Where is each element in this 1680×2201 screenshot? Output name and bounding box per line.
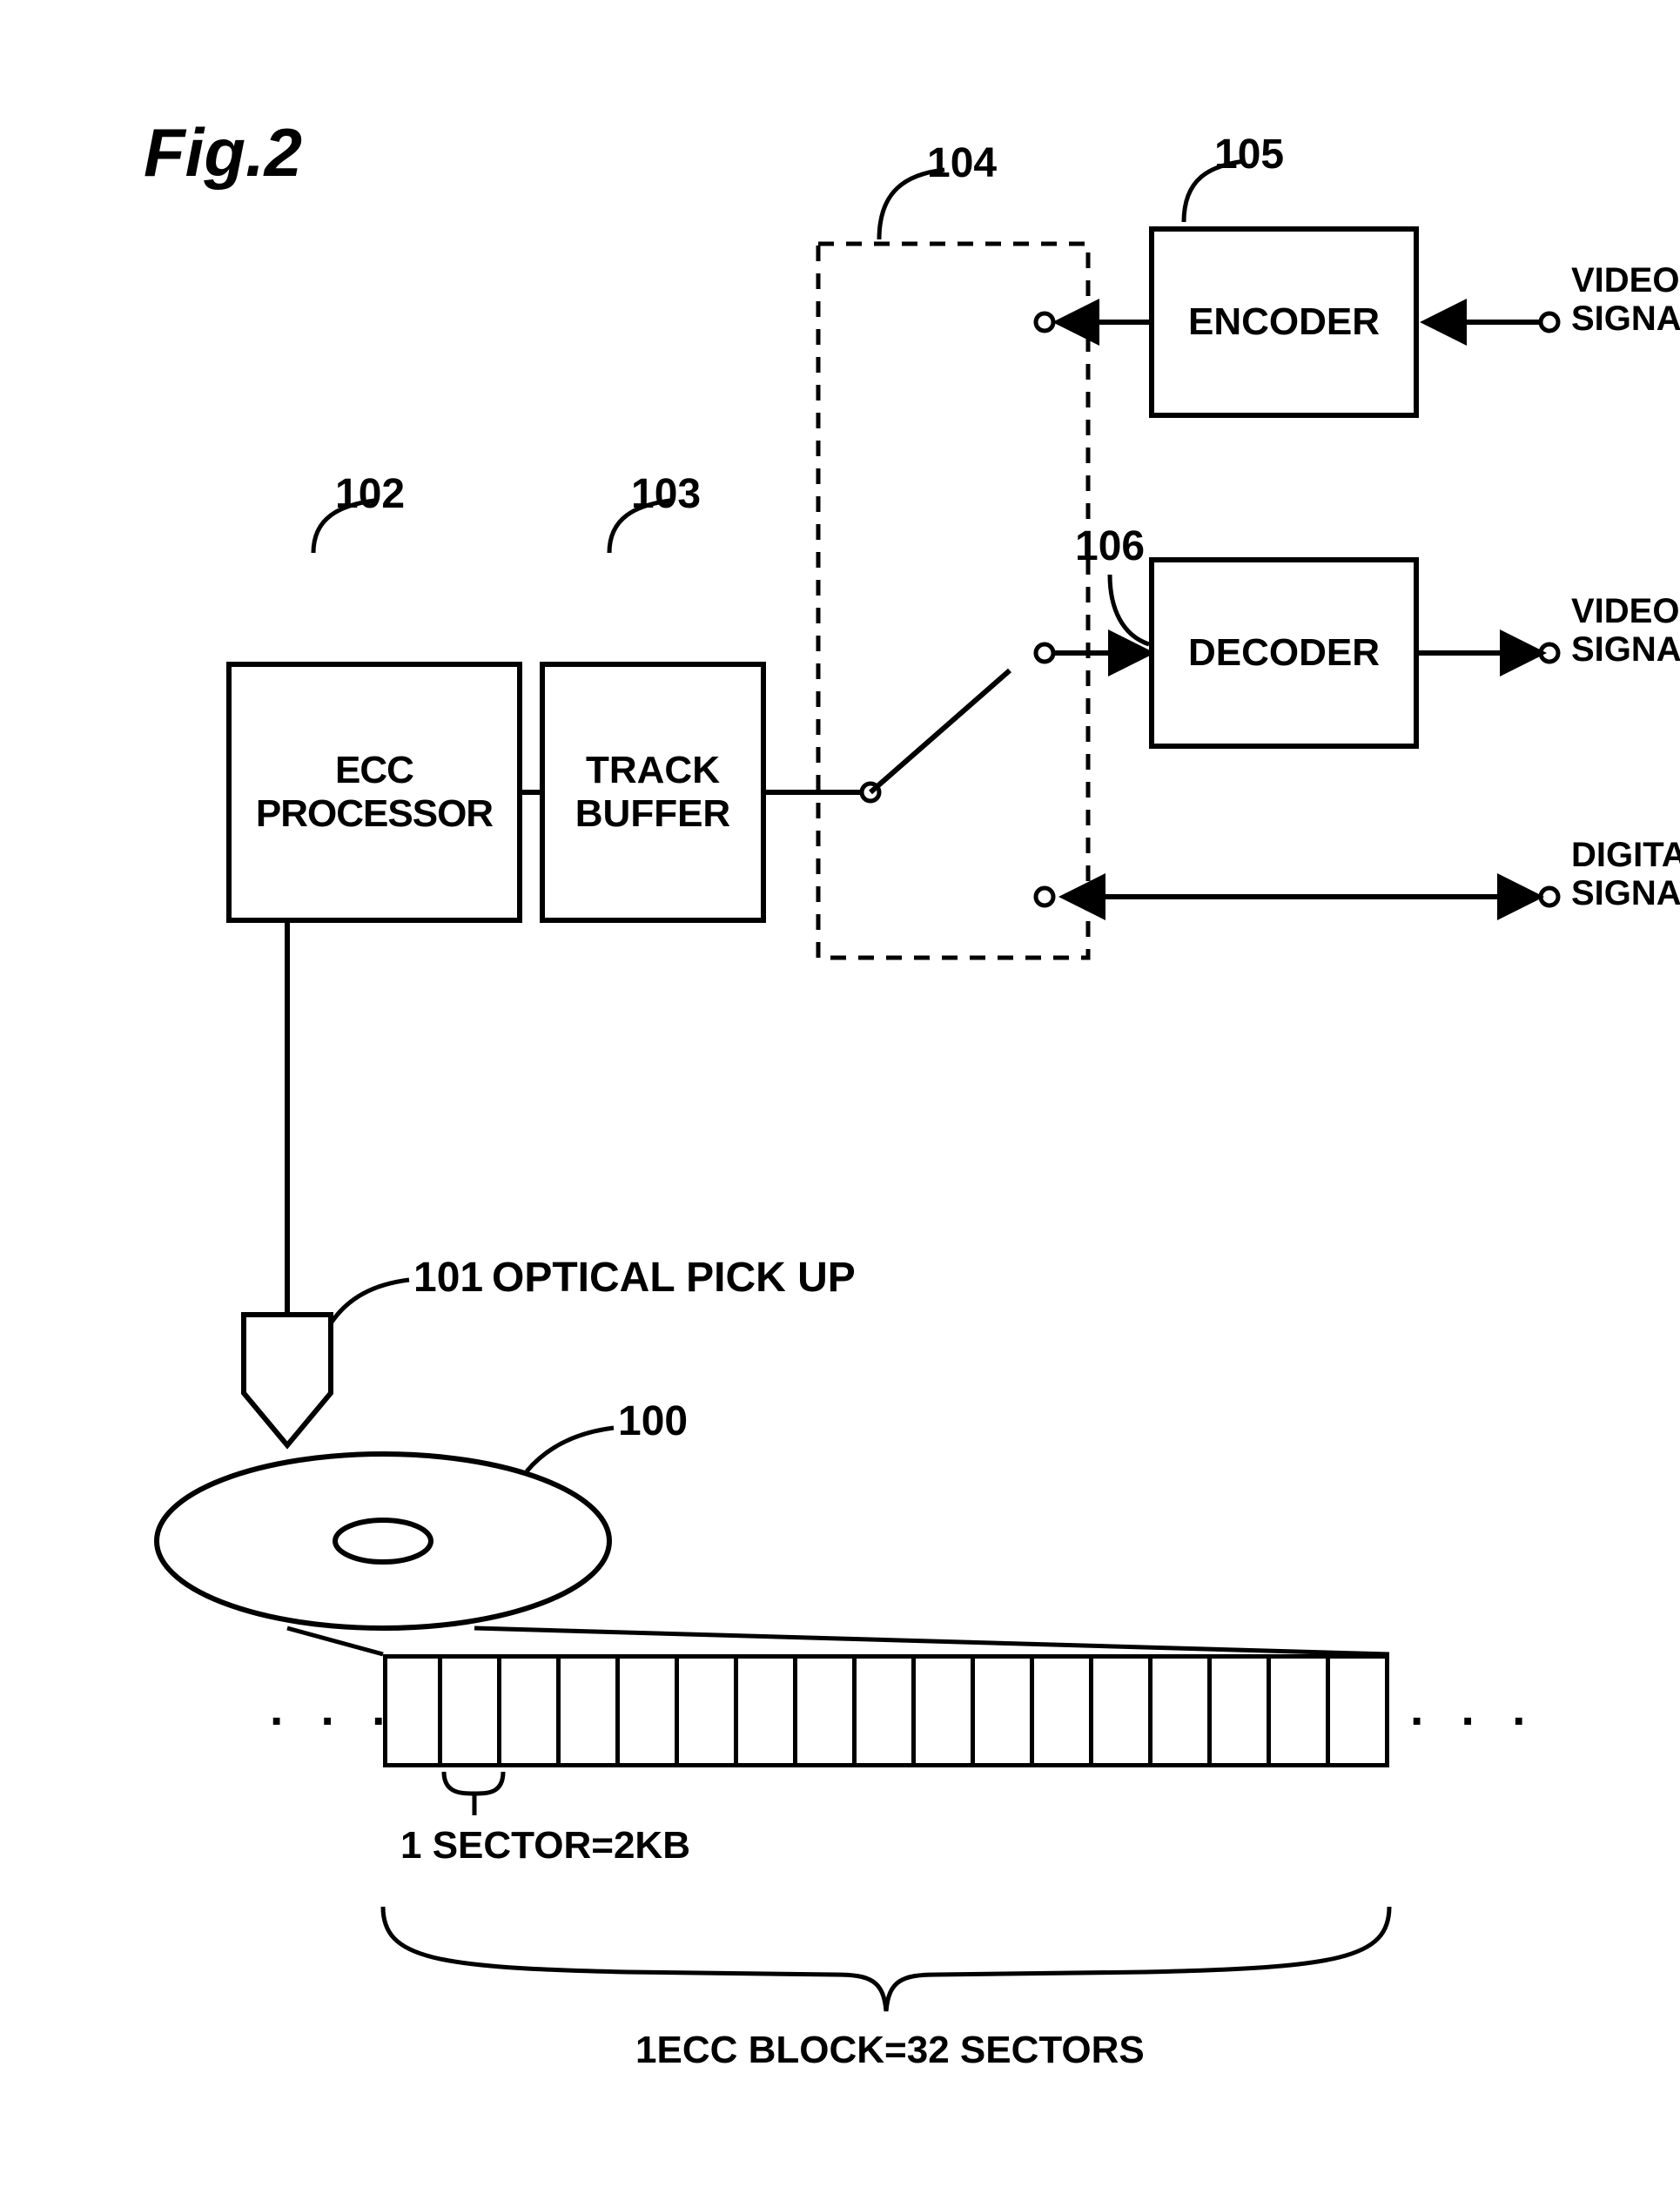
- sector-cell: [975, 1654, 1034, 1767]
- ref-100: 100: [618, 1397, 688, 1445]
- switch-pos-3: [1036, 888, 1053, 905]
- sector-cell: [679, 1654, 738, 1767]
- ecc-block-bracket: [383, 1907, 1389, 2011]
- track-buffer-block: TRACK BUFFER: [540, 662, 766, 923]
- decoder-label: DECODER: [1188, 631, 1380, 675]
- sector-cell: [620, 1654, 679, 1767]
- switch-pos-1: [1036, 313, 1053, 331]
- optical-disc: [157, 1454, 609, 1628]
- video-in-label: VIDEO SIGNAL: [1571, 261, 1676, 338]
- pickup-label: OPTICAL PICK UP: [492, 1254, 856, 1302]
- decoder-block: DECODER: [1149, 557, 1419, 749]
- sector-ellipsis-right: . . .: [1410, 1680, 1537, 1736]
- sector-ellipsis-left: . . .: [270, 1680, 397, 1736]
- sector-cell: [1152, 1654, 1212, 1767]
- video-in-terminal: [1541, 313, 1558, 331]
- video-out-terminal: [1541, 644, 1558, 662]
- sector-row: [383, 1654, 1389, 1767]
- ref-103: 103: [631, 470, 701, 518]
- sector-cell: [1093, 1654, 1152, 1767]
- sector-cell: [738, 1654, 797, 1767]
- ecc-processor-block: ECC PROCESSOR: [226, 662, 522, 923]
- sector-cell: [1271, 1654, 1330, 1767]
- expand-right: [474, 1628, 1389, 1654]
- sector-cell: [442, 1654, 501, 1767]
- optical-pickup: [244, 1315, 331, 1445]
- sector-size-label: 1 SECTOR=2KB: [400, 1824, 690, 1868]
- sector-cell: [1330, 1654, 1389, 1767]
- track-label: TRACK BUFFER: [575, 749, 730, 836]
- ref-106: 106: [1075, 522, 1145, 570]
- ref-104: 104: [927, 139, 997, 187]
- ecc-label: ECC PROCESSOR: [256, 749, 493, 836]
- expand-left: [287, 1628, 383, 1654]
- sector-cell: [501, 1654, 561, 1767]
- ref-102: 102: [335, 470, 405, 518]
- encoder-block: ENCODER: [1149, 226, 1419, 418]
- ref-101: 101: [413, 1254, 483, 1302]
- sector-bracket-small: [444, 1772, 503, 1794]
- digital-label: DIGITAL SIGNAL: [1571, 836, 1676, 912]
- sector-cell: [1212, 1654, 1271, 1767]
- switch-box: [818, 244, 1088, 958]
- sector-cell: [797, 1654, 857, 1767]
- switch-arm: [870, 670, 1010, 792]
- ref-leader-106: [1110, 575, 1149, 644]
- sector-cell: [857, 1654, 916, 1767]
- switch-pos-2: [1036, 644, 1053, 662]
- sector-cell: [916, 1654, 975, 1767]
- ref-105: 105: [1214, 131, 1284, 178]
- sector-cell: [561, 1654, 620, 1767]
- video-out-label: VIDEO SIGNAL: [1571, 592, 1676, 669]
- ref-leader-100: [527, 1428, 614, 1471]
- ref-leader-101: [331, 1280, 409, 1323]
- sector-cell: [1034, 1654, 1093, 1767]
- encoder-label: ENCODER: [1188, 300, 1380, 344]
- digital-terminal: [1541, 888, 1558, 905]
- ecc-block-label: 1ECC BLOCK=32 SECTORS: [635, 2029, 1145, 2072]
- diagram-svg: [0, 0, 1680, 2201]
